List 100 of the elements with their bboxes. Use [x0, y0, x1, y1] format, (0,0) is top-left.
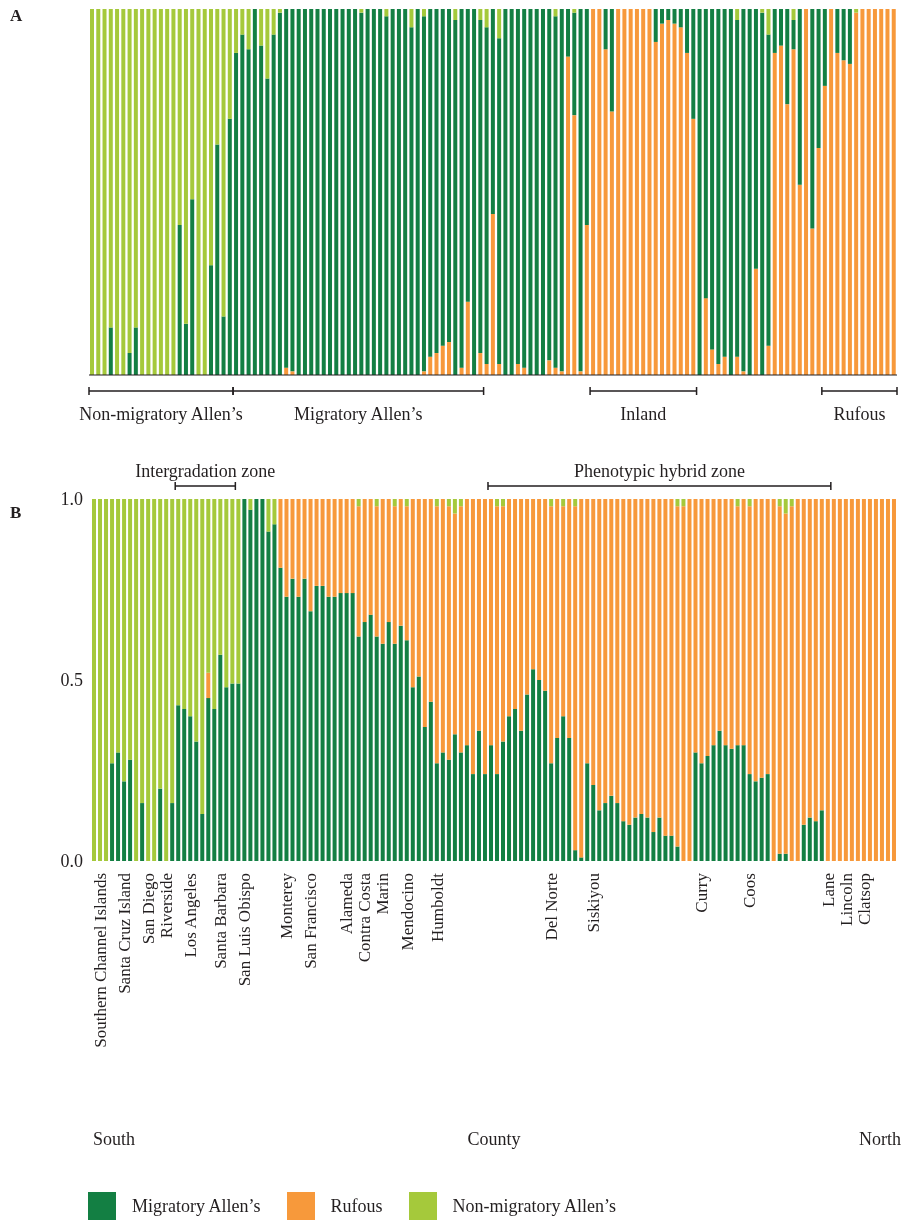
bar — [146, 499, 151, 861]
bar — [434, 763, 439, 861]
bar — [122, 781, 127, 861]
bar — [396, 9, 401, 375]
bar — [791, 49, 796, 375]
bar — [597, 9, 602, 375]
bar — [188, 716, 193, 861]
bar — [202, 9, 207, 375]
bar — [501, 499, 506, 507]
bar — [766, 34, 771, 346]
x-tick-label: Lincoln — [836, 872, 856, 926]
bar — [741, 745, 746, 861]
x-tick-label: Contra Costa — [355, 872, 375, 963]
bar — [284, 499, 289, 597]
bar — [398, 499, 403, 626]
bar — [597, 499, 602, 811]
bar — [572, 12, 577, 116]
bar — [446, 759, 451, 861]
bar — [328, 9, 333, 375]
bar — [488, 745, 493, 861]
bar — [165, 9, 170, 375]
bar — [549, 506, 554, 764]
bar — [537, 499, 542, 680]
bar — [675, 506, 680, 847]
bar — [302, 9, 307, 375]
bar — [663, 499, 668, 836]
bar — [277, 12, 282, 375]
bar — [810, 228, 815, 375]
bar — [653, 9, 658, 42]
bar — [158, 499, 163, 789]
bar — [127, 9, 132, 354]
bar — [378, 9, 383, 375]
bar — [497, 38, 502, 365]
bar — [236, 499, 241, 684]
bar — [722, 9, 727, 357]
bar — [224, 499, 229, 688]
bar — [807, 499, 812, 818]
bar — [549, 499, 554, 507]
bar — [221, 9, 226, 317]
bar — [428, 701, 433, 861]
bar — [470, 774, 475, 861]
x-tick-label: San Diego — [138, 873, 158, 945]
bar — [484, 27, 489, 365]
bar — [240, 9, 245, 35]
bar — [110, 763, 115, 861]
bar — [416, 499, 421, 677]
bar — [465, 301, 470, 375]
bar — [242, 499, 247, 861]
bar — [728, 9, 733, 375]
bar — [356, 636, 361, 861]
bar — [735, 19, 740, 357]
bar — [296, 596, 301, 861]
bar — [434, 9, 439, 354]
bar — [200, 499, 205, 814]
bar — [507, 499, 512, 717]
bar — [591, 499, 596, 785]
bar — [573, 506, 578, 851]
bar — [170, 499, 175, 804]
bar — [428, 9, 433, 357]
bar — [182, 499, 187, 709]
bar — [585, 763, 590, 861]
x-tick-label: Siskiyou — [584, 872, 604, 933]
bar — [459, 9, 464, 368]
text: North — [859, 1129, 901, 1149]
bar — [470, 499, 475, 775]
bar — [453, 19, 458, 375]
bar — [579, 499, 584, 858]
bar — [609, 795, 614, 861]
bar — [384, 9, 389, 17]
bar — [234, 9, 239, 53]
bar — [816, 148, 821, 375]
bar — [716, 364, 721, 375]
bar — [579, 857, 584, 861]
bar — [309, 9, 314, 375]
bar — [703, 9, 708, 299]
bar — [484, 9, 489, 28]
bar — [616, 9, 621, 375]
bar — [681, 499, 686, 507]
bar — [801, 499, 806, 825]
bar — [446, 506, 451, 760]
bar — [735, 499, 740, 507]
bar — [302, 499, 307, 579]
text: Phenotypic hybrid zone — [573, 461, 745, 481]
bar — [392, 499, 397, 507]
bar — [584, 9, 589, 225]
bar — [284, 596, 289, 861]
bar — [735, 356, 740, 375]
text: Rufous — [833, 404, 886, 424]
bar — [791, 9, 796, 20]
bar — [693, 752, 698, 861]
bar — [308, 611, 313, 861]
bar — [710, 9, 715, 350]
bar — [320, 499, 325, 586]
bar — [488, 499, 493, 746]
bar — [464, 499, 469, 746]
bar — [133, 9, 138, 328]
bar — [497, 9, 502, 39]
x-tick-label: Monterey — [277, 872, 297, 940]
bar — [248, 509, 253, 861]
bar — [246, 9, 251, 50]
